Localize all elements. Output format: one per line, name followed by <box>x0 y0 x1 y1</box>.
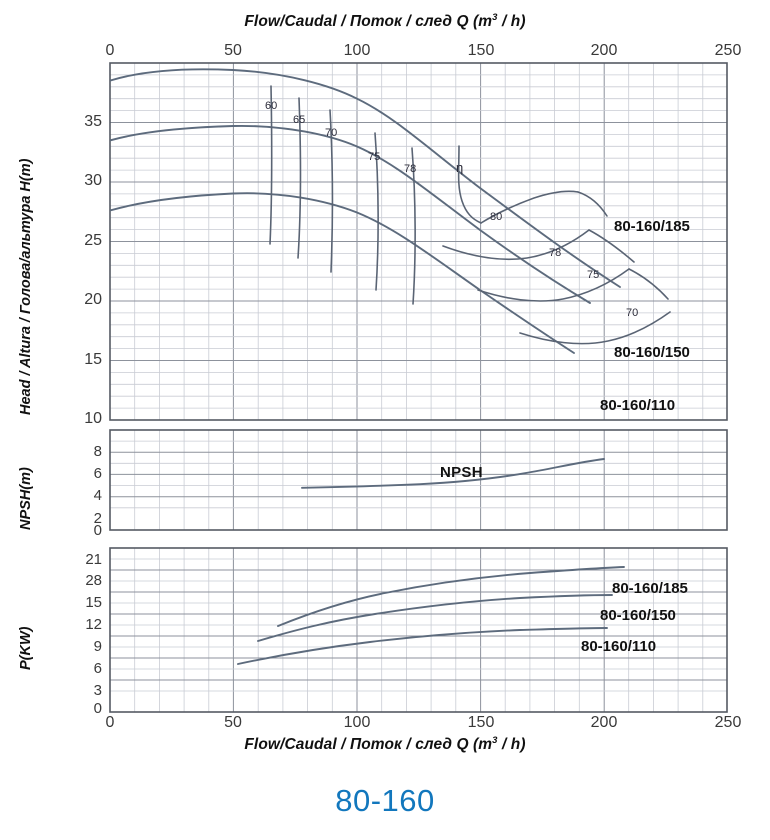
x-tick-bottom-200: 200 <box>590 714 618 731</box>
x-tick-top-200: 200 <box>590 42 618 59</box>
efficiency-label-75: 75 <box>368 151 381 163</box>
y-tick-power-6: 6 <box>93 660 102 677</box>
head-panel-grid <box>109 62 728 421</box>
efficiency-label-65: 65 <box>293 114 306 126</box>
power-curve-80-160-185 <box>277 566 625 627</box>
y-tick-power-28: 28 <box>85 572 102 589</box>
head-curve-label-185: 80-160/185 <box>614 218 690 235</box>
efficiency-contour-connector-b <box>588 229 635 263</box>
efficiency-label-70: 70 <box>325 127 338 139</box>
efficiency-contours <box>269 85 671 345</box>
y-tick-power-21: 21 <box>85 551 102 568</box>
x-tick-top-150: 150 <box>467 42 495 59</box>
y-tick-head-35: 35 <box>84 113 102 130</box>
x-tick-top-250: 250 <box>714 42 742 59</box>
npsh-curve-line <box>301 458 605 489</box>
efficiency-contour-78 <box>411 147 416 305</box>
y-tick-head-25: 25 <box>84 232 102 249</box>
efficiency-contour-80-loop <box>480 190 579 224</box>
npsh-panel-grid <box>109 429 728 531</box>
y-tick-head-30: 30 <box>84 172 102 189</box>
npsh-series-label: NPSH <box>440 464 483 481</box>
efficiency-label-75-right: 75 <box>587 269 600 281</box>
head-curve-80-160-150 <box>110 124 591 304</box>
page-title: 80-160 <box>335 783 435 818</box>
x-tick-bottom-0: 0 <box>105 714 115 731</box>
power-curve-label-185: 80-160/185 <box>612 580 688 597</box>
head-curve-80-160-185 <box>110 68 621 288</box>
efficiency-symbol-eta: η <box>456 160 464 175</box>
power-curve-80-160-150 <box>257 594 613 642</box>
y-tick-head-20: 20 <box>84 291 102 308</box>
efficiency-contour-75-loop <box>477 268 630 302</box>
power-curve-80-160-110 <box>237 627 608 665</box>
efficiency-contour-60 <box>269 85 273 245</box>
x-tick-top-0: 0 <box>105 42 115 59</box>
efficiency-contour-connector-a <box>577 191 608 217</box>
x-tick-top-50: 50 <box>224 42 242 59</box>
efficiency-label-78: 78 <box>404 163 417 175</box>
y-tick-head-10: 10 <box>84 410 102 427</box>
bottom-axis-title: Flow/Caudal / Поток / след Q (m3 / h) <box>244 735 526 753</box>
y-tick-head-15: 15 <box>84 351 102 368</box>
x-tick-top-100: 100 <box>343 42 371 59</box>
head-curves <box>110 68 621 354</box>
efficiency-contour-70 <box>329 109 334 273</box>
efficiency-label-70-right: 70 <box>626 307 639 319</box>
efficiency-label-60: 60 <box>265 100 278 112</box>
x-tick-bottom-150: 150 <box>467 714 495 731</box>
efficiency-contour-75 <box>374 132 379 291</box>
x-tick-bottom-100: 100 <box>343 714 371 731</box>
y-tick-power-9: 9 <box>93 638 102 655</box>
y-tick-power-0: 0 <box>93 700 102 717</box>
efficiency-contour-eta-marker <box>457 145 482 224</box>
efficiency-contour-65 <box>297 97 302 259</box>
head-curve-label-110: 80-160/110 <box>600 397 676 414</box>
x-tick-bottom-250: 250 <box>714 714 742 731</box>
efficiency-contour-connector-c <box>628 268 669 300</box>
efficiency-contour-70-loop <box>519 311 671 345</box>
npsh-curve <box>301 458 605 489</box>
efficiency-contour-78-loop <box>442 229 590 261</box>
power-panel-grid <box>109 547 728 713</box>
y-tick-npsh-2: 2 <box>93 510 102 527</box>
efficiency-label-78-right: 78 <box>549 247 562 259</box>
y-tick-power-12: 12 <box>85 616 102 633</box>
power-curve-label-150: 80-160/150 <box>600 607 676 624</box>
head-curve-label-150: 80-160/150 <box>614 344 690 361</box>
top-axis-title-superscript: 3 <box>492 12 498 23</box>
y-tick-npsh-8: 8 <box>93 443 102 460</box>
power-curves <box>237 566 625 665</box>
power-curve-label-110: 80-160/110 <box>581 638 657 655</box>
x-tick-bottom-50: 50 <box>224 714 242 731</box>
y-tick-power-15: 15 <box>85 594 102 611</box>
y-tick-power-3: 3 <box>93 682 102 699</box>
head-curve-80-160-110 <box>110 192 575 354</box>
efficiency-label-80: 80 <box>490 211 503 223</box>
y-tick-npsh-6: 6 <box>93 465 102 482</box>
top-axis-title: Flow/Caudal / Поток / след Q (m3 / h) <box>244 12 526 30</box>
y-tick-npsh-0: 0 <box>93 522 102 539</box>
bottom-axis-title-superscript: 3 <box>492 735 498 746</box>
y-tick-npsh-4: 4 <box>93 487 102 504</box>
